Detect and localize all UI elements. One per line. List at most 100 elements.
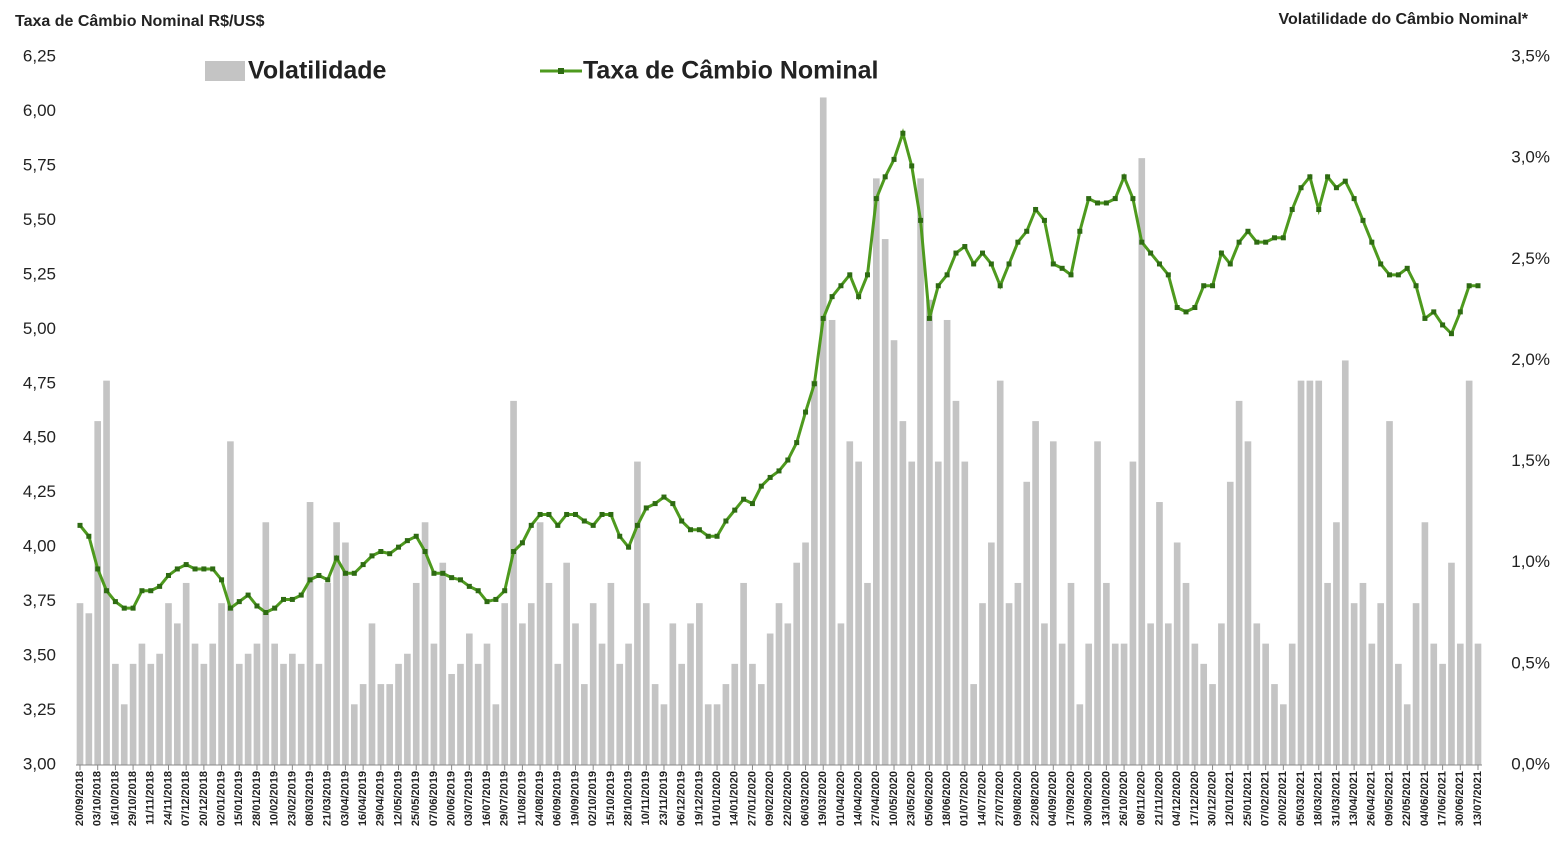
x-tick-label: 07/06/2019 <box>428 771 440 826</box>
line-marker <box>1254 239 1260 245</box>
bar <box>439 562 447 765</box>
x-tick-label: 06/03/2020 <box>799 771 811 826</box>
x-tick-label: 18/06/2020 <box>941 771 953 826</box>
line-marker <box>652 501 658 507</box>
x-tick-label: 04/09/2020 <box>1047 771 1059 826</box>
bar <box>1341 360 1349 765</box>
line-marker <box>997 283 1003 289</box>
x-tick-label: 30/09/2020 <box>1083 771 1095 826</box>
bar <box>1368 643 1376 765</box>
x-tick-label: 30/12/2020 <box>1206 771 1218 826</box>
line-marker <box>1139 239 1145 245</box>
line-marker <box>263 610 269 616</box>
line-marker <box>944 272 950 278</box>
x-tick-label: 29/04/2019 <box>375 771 387 826</box>
bar <box>395 663 402 765</box>
bar <box>1111 643 1119 765</box>
bar <box>943 319 951 765</box>
y-tick-label: 6,00 <box>23 101 56 120</box>
line-marker <box>962 244 968 250</box>
line-marker <box>1050 261 1056 267</box>
line-marker <box>1183 309 1189 315</box>
y2-tick-label: 0,5% <box>1511 653 1550 672</box>
bar <box>669 623 677 765</box>
bar <box>607 582 615 765</box>
line-marker <box>289 596 295 602</box>
y-tick-label: 4,00 <box>23 537 56 556</box>
bar <box>819 97 827 765</box>
x-tick-label: 16/04/2019 <box>357 771 369 826</box>
line-marker <box>794 440 800 446</box>
bar <box>235 663 243 765</box>
bar <box>1049 441 1057 765</box>
bar <box>988 542 995 765</box>
bar <box>1395 663 1402 765</box>
x-tick-label: 15/10/2019 <box>605 771 617 826</box>
bar <box>359 684 367 765</box>
bar <box>1209 684 1216 765</box>
line-marker <box>873 196 879 202</box>
line-marker <box>688 527 694 533</box>
x-tick-label: 09/02/2020 <box>764 771 776 826</box>
x-tick-label: 13/07/2021 <box>1472 771 1484 826</box>
bar <box>873 178 880 765</box>
line-marker <box>484 599 490 605</box>
bar <box>1191 643 1199 765</box>
bar <box>1156 502 1163 765</box>
line-marker <box>847 272 853 278</box>
x-tick-label: 10/02/2019 <box>269 771 281 826</box>
line-marker <box>1325 174 1331 180</box>
bar <box>917 178 924 765</box>
line-marker <box>1201 283 1207 289</box>
line-marker <box>617 533 623 539</box>
bar <box>289 653 296 765</box>
bar <box>510 400 517 765</box>
line-marker <box>360 562 366 568</box>
line-marker <box>758 483 764 489</box>
y-tick-label: 4,50 <box>23 428 56 447</box>
x-tick-label: 20/12/2018 <box>198 771 210 826</box>
bar <box>1271 684 1278 765</box>
bar <box>1297 380 1305 765</box>
line-marker <box>369 553 375 559</box>
x-tick-label: 11/08/2019 <box>516 771 528 825</box>
bar <box>1226 481 1234 765</box>
x-tick-label: 19/12/2019 <box>693 771 705 826</box>
bar <box>1085 643 1093 765</box>
x-tick-label: 14/01/2020 <box>729 771 741 826</box>
line-marker <box>935 283 941 289</box>
line-marker <box>1148 250 1154 256</box>
line-marker <box>1457 309 1463 315</box>
x-tick-label: 30/06/2021 <box>1454 771 1466 826</box>
line-marker <box>245 592 251 598</box>
line-marker <box>546 511 552 517</box>
bar <box>492 704 500 765</box>
line-marker <box>767 474 773 480</box>
bar <box>377 684 385 765</box>
line-marker <box>1333 185 1339 191</box>
bar <box>704 704 712 765</box>
line-marker <box>1130 196 1136 202</box>
line-marker <box>422 549 428 555</box>
bar <box>952 400 960 765</box>
x-tick-label: 03/10/2018 <box>92 771 104 826</box>
bar <box>696 603 703 765</box>
line-marker <box>918 217 924 223</box>
x-tick-label: 04/12/2020 <box>1171 771 1183 826</box>
x-tick-label: 31/03/2021 <box>1330 771 1342 826</box>
line-marker <box>272 605 278 611</box>
line-marker <box>528 522 534 528</box>
bar <box>1147 623 1154 765</box>
bar <box>979 603 986 765</box>
line-marker <box>1307 174 1313 180</box>
bar <box>572 623 579 765</box>
bar <box>996 380 1004 765</box>
line-marker <box>1033 206 1039 212</box>
bar <box>581 684 588 765</box>
bar <box>1103 582 1110 765</box>
line-marker <box>1112 196 1118 202</box>
x-tick-label: 28/10/2019 <box>622 771 634 826</box>
x-tick-label: 04/06/2021 <box>1419 771 1431 826</box>
bar <box>1288 643 1296 765</box>
